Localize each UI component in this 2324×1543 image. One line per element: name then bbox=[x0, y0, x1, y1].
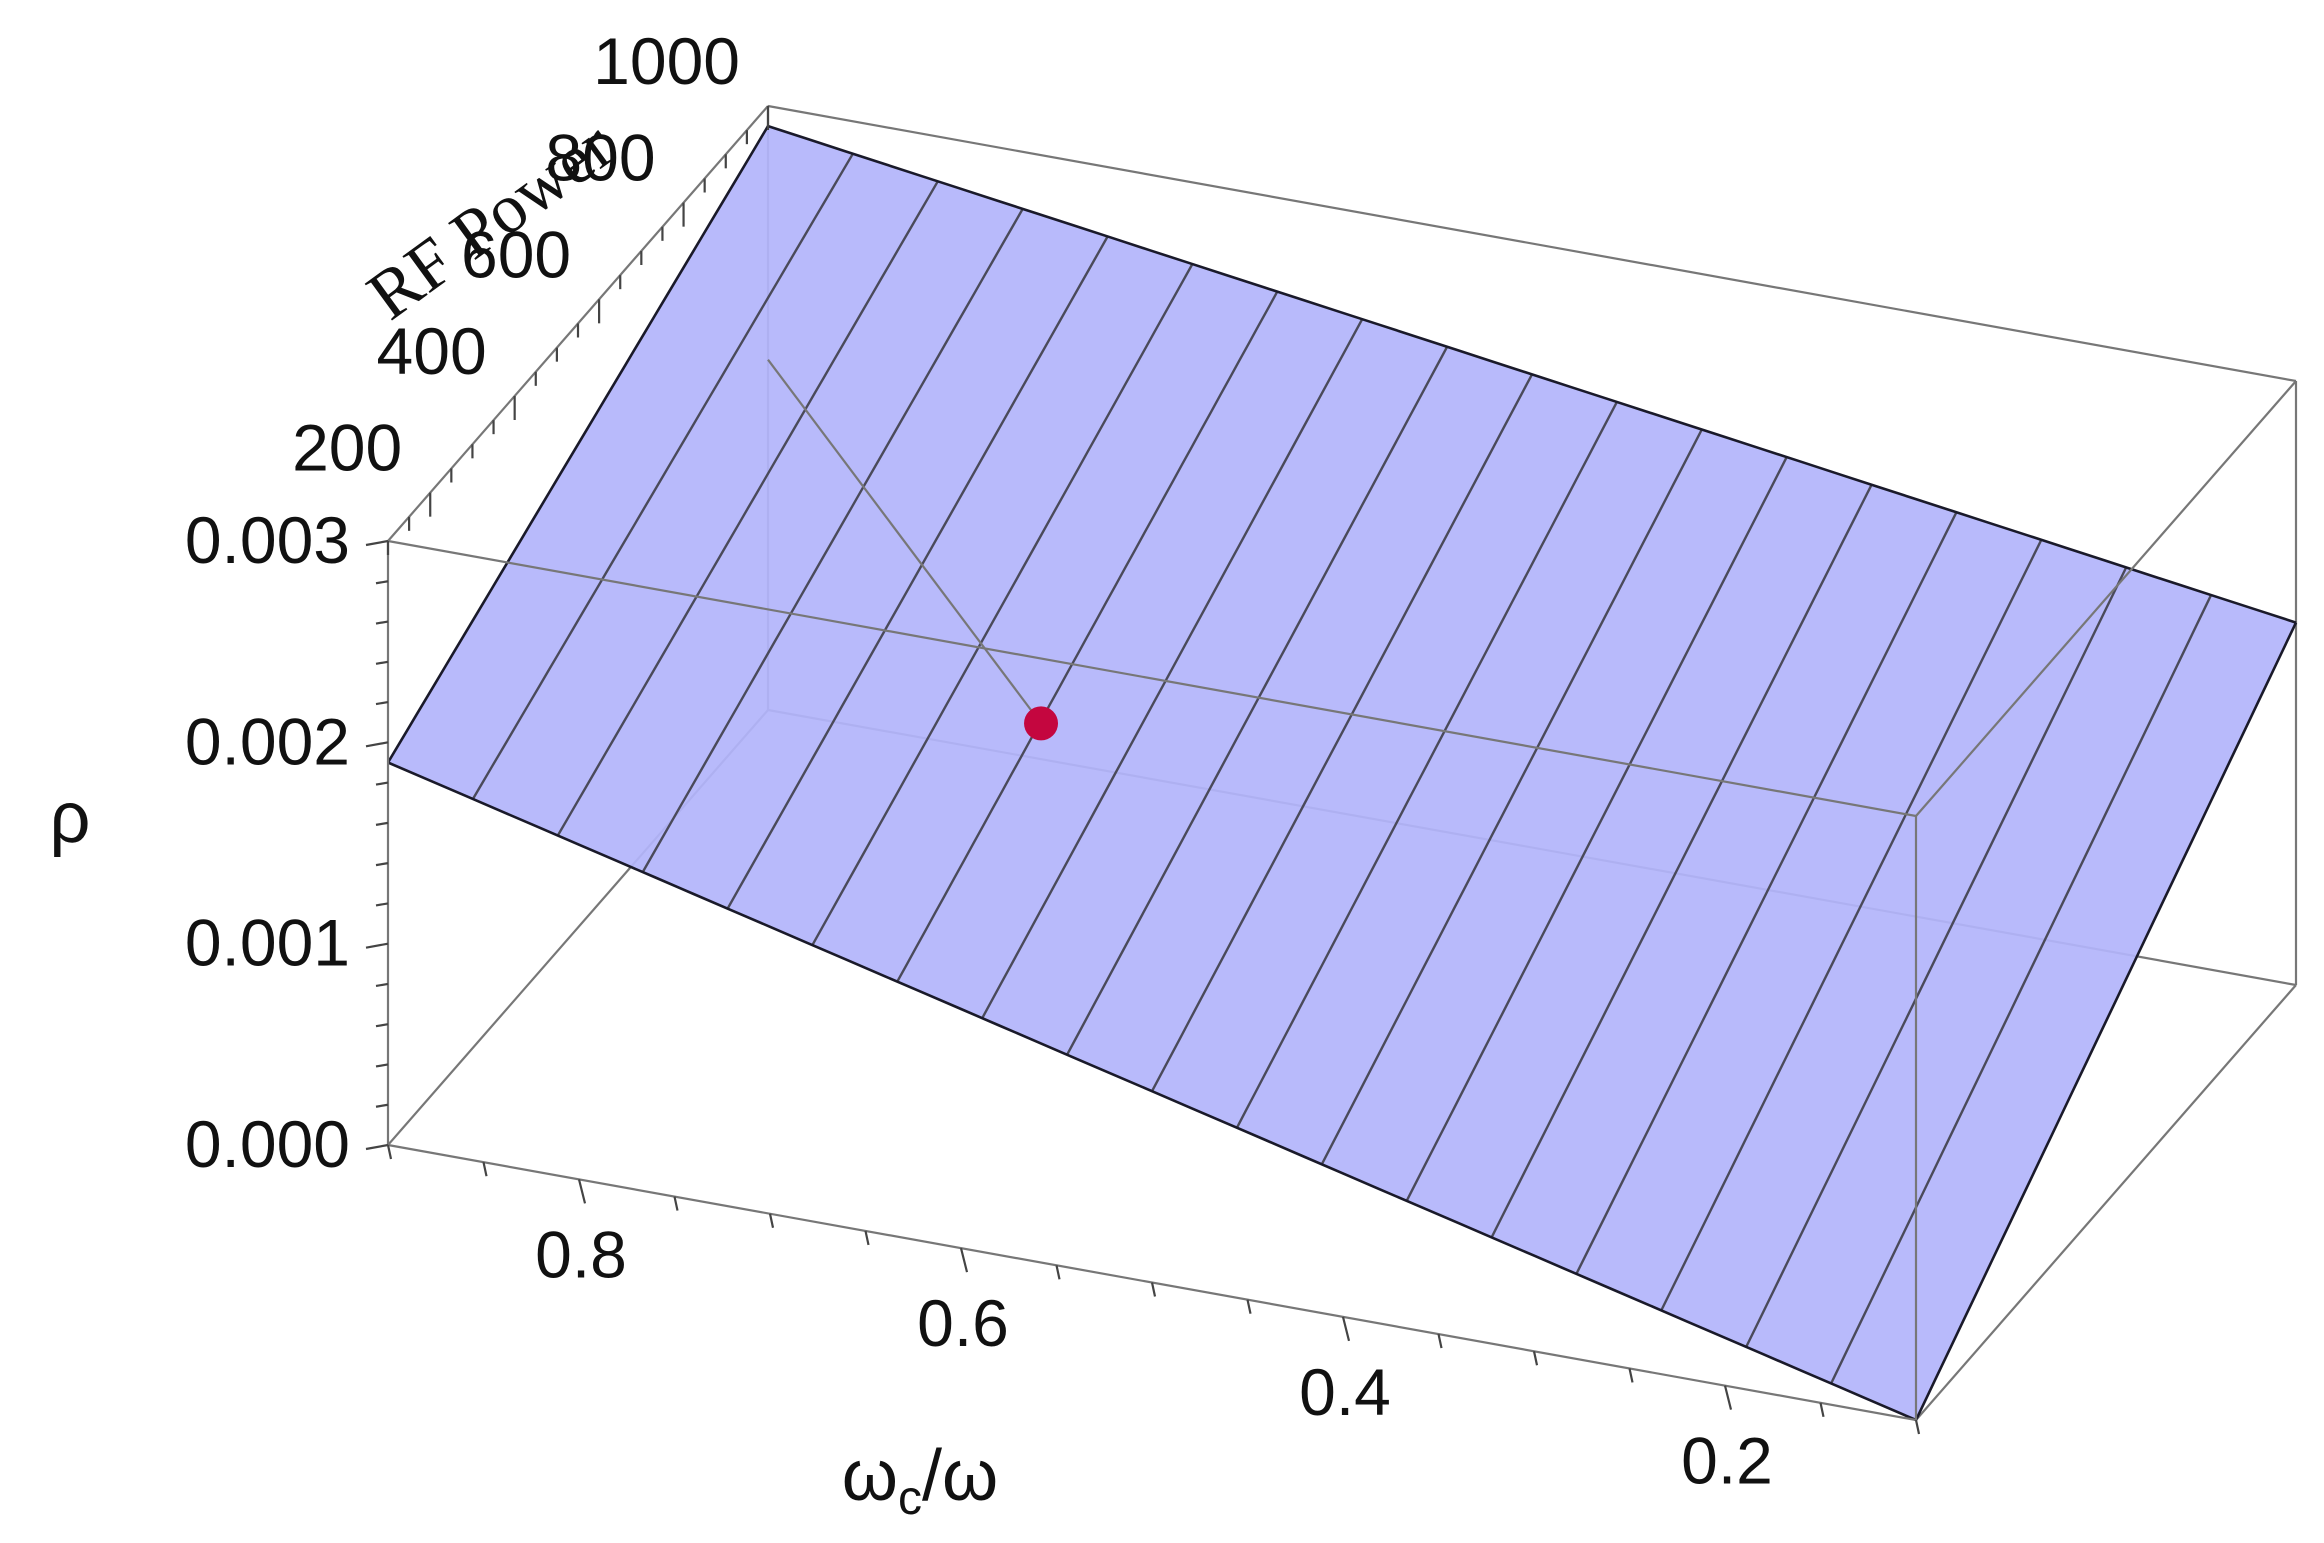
x-tick-mark bbox=[1914, 1419, 1921, 1435]
z-tick-mark bbox=[375, 620, 389, 625]
x-tick-mark bbox=[577, 1179, 587, 1204]
marker-guide-line bbox=[767, 359, 1042, 725]
data-point-marker bbox=[1024, 706, 1059, 741]
x-tick-mark bbox=[1341, 1316, 1351, 1342]
x-tick-mark bbox=[1628, 1368, 1634, 1383]
surface-contour-line bbox=[1066, 346, 1449, 1056]
surface-contour-line bbox=[896, 291, 1279, 983]
box-edge-back-top bbox=[767, 104, 2297, 383]
z-tick-mark bbox=[365, 1143, 389, 1151]
surface-contour-line bbox=[811, 263, 1194, 946]
z-tick-mark bbox=[375, 1023, 389, 1028]
z-tick-mark bbox=[375, 1063, 389, 1068]
x-tick-mark bbox=[959, 1247, 969, 1273]
surface-contour-line bbox=[1490, 484, 1873, 1238]
z-tick-mark bbox=[375, 821, 389, 826]
box-edge-right-bottom bbox=[1915, 984, 2297, 1421]
surface-contour-line bbox=[1830, 594, 2213, 1385]
surface-contour-line bbox=[726, 235, 1109, 910]
surface-contour-line bbox=[1575, 511, 1958, 1275]
z-axis-title: ρ bbox=[50, 778, 91, 858]
z-tick-mark bbox=[365, 942, 389, 949]
x-tick-mark bbox=[1819, 1402, 1825, 1418]
surface-edge-back bbox=[767, 124, 2297, 624]
y-axis-title-group: RF Power bbox=[354, 107, 627, 335]
x-tick-label: 0.8 bbox=[535, 1217, 627, 1291]
y-tick-label: 200 bbox=[292, 411, 402, 485]
x-tick-mark bbox=[1055, 1265, 1061, 1280]
surface-contour-line bbox=[1405, 456, 1788, 1202]
y-tick-label: 800 bbox=[545, 121, 655, 195]
x-tick-mark bbox=[1437, 1333, 1443, 1349]
z-tick-mark bbox=[375, 580, 389, 585]
surface-edge-right bbox=[1914, 622, 2298, 1421]
x-tick-mark bbox=[864, 1230, 870, 1246]
y-tick-label: 600 bbox=[461, 217, 571, 291]
surface-layer bbox=[386, 124, 2298, 1422]
surface-contour-line bbox=[981, 318, 1364, 1019]
z-tick-mark bbox=[375, 902, 389, 907]
x-axis-title-tail: /ω bbox=[922, 1436, 998, 1516]
z-tick-mark bbox=[375, 700, 389, 706]
axis-ticks bbox=[365, 106, 1921, 1435]
x-tick-mark bbox=[1150, 1282, 1157, 1297]
surface-edge-front bbox=[387, 761, 1917, 1422]
x-tick-label: 0.2 bbox=[1681, 1424, 1773, 1498]
x-tick-mark bbox=[386, 1144, 393, 1160]
x-tick-mark bbox=[1723, 1385, 1733, 1410]
z-tick-label: 0.001 bbox=[185, 906, 350, 980]
tick-labels: 0.8 0.6 0.4 0.2 200 400 600 800 1000 0.000 0.001 0.… bbox=[185, 24, 1773, 1498]
box-edge-front-top bbox=[387, 539, 1917, 818]
surface-contour-line bbox=[556, 180, 939, 837]
surface-fill bbox=[388, 126, 2296, 1421]
x-tick-label: 0.4 bbox=[1299, 1355, 1391, 1429]
z-tick-label: 0.002 bbox=[185, 704, 350, 778]
surface-contour-line bbox=[1150, 373, 1534, 1092]
x-tick-label: 0.6 bbox=[917, 1286, 1009, 1360]
y-axis-title: RF Power bbox=[354, 107, 627, 335]
surface-edge-left bbox=[386, 125, 770, 764]
surface-contour-line bbox=[471, 153, 854, 800]
z-tick-mark bbox=[365, 539, 389, 547]
z-tick-mark bbox=[375, 982, 389, 988]
z-tick-mark bbox=[375, 862, 389, 867]
surface-contour-line bbox=[1745, 566, 2128, 1348]
box-edge-right-top bbox=[1915, 380, 2297, 817]
z-tick-label: 0.000 bbox=[185, 1107, 350, 1181]
y-tick-label: 1000 bbox=[593, 24, 740, 98]
surface-contour-line bbox=[1660, 539, 2043, 1311]
x-axis-title-main: ω bbox=[842, 1436, 898, 1516]
z-tick-mark bbox=[375, 1103, 389, 1108]
surface-contour-line bbox=[1320, 428, 1703, 1165]
z-tick-mark bbox=[375, 660, 389, 665]
y-tick-label: 400 bbox=[377, 314, 487, 388]
x-tick-mark bbox=[673, 1196, 679, 1211]
x-tick-mark bbox=[1532, 1351, 1539, 1366]
x-axis-title: ωc/ω bbox=[842, 1436, 998, 1525]
z-tick-mark bbox=[365, 741, 389, 748]
x-tick-mark bbox=[768, 1213, 775, 1228]
surface-contour-line bbox=[1235, 401, 1618, 1129]
z-tick-mark bbox=[375, 781, 389, 786]
x-tick-mark bbox=[482, 1161, 488, 1177]
z-tick-label: 0.003 bbox=[185, 503, 350, 577]
surface-contour-line bbox=[641, 208, 1024, 873]
x-tick-mark bbox=[1246, 1299, 1252, 1314]
x-axis-title-sub: c bbox=[898, 1472, 922, 1525]
